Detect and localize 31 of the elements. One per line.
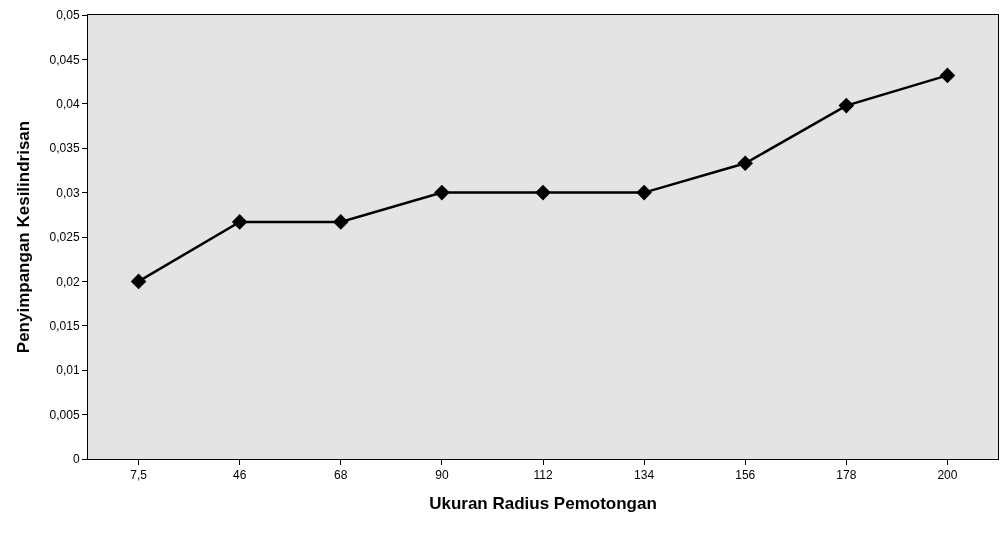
point [737,155,754,172]
point [535,184,551,201]
y-tick-label: 0,05 [56,8,80,23]
y-tick-label: 0,02 [56,274,80,289]
y-tick-label: 0,035 [49,141,80,156]
point [130,273,147,290]
x-tick-label: 134 [634,468,655,483]
x-tick-label: 46 [232,468,247,483]
x-tick-label: 7,5 [130,468,148,483]
point [434,184,450,201]
y-tick-label: 0,03 [56,185,80,200]
x-tick-label: 200 [937,468,958,483]
point [636,184,652,201]
x-axis-title: Ukuran Radius Pemotongan [429,493,657,513]
x-tick-label: 112 [533,468,553,483]
point [332,214,349,230]
point [939,67,956,84]
y-tick-label: 0,04 [56,97,80,111]
x-tick-label: 156 [735,468,756,483]
x-tick-label: 178 [836,468,857,483]
x-tick-label: 90 [435,468,449,483]
x-tick-label: 68 [334,468,348,483]
y-tick-label: 0 [72,452,80,467]
y-tick-label: 0,025 [49,230,80,245]
point [231,214,248,230]
y-tick-label: 0,015 [49,319,80,333]
point [838,97,855,114]
y-tick-label: 0,045 [49,52,80,67]
y-tick-label: 0,01 [56,363,80,378]
y-tick-label: 0,005 [49,407,80,422]
y-axis-title: Penyimpangan Kesilindrisan [14,120,34,354]
